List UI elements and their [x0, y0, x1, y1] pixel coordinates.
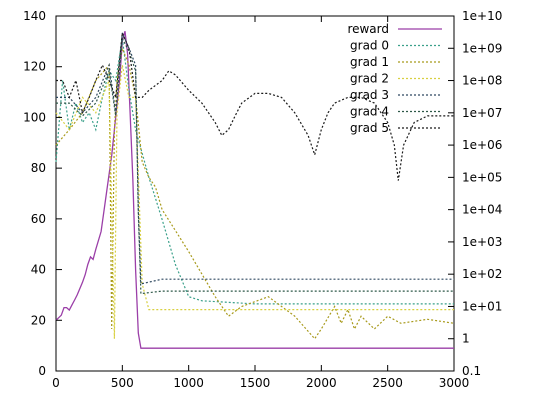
right-y-tick-label: 1e+04 — [462, 203, 502, 217]
x-tick-label: 2000 — [306, 376, 337, 390]
right-y-tick-label: 1e+06 — [462, 138, 502, 152]
right-y-tick-label: 1e+05 — [462, 170, 502, 184]
series-line-grad-5 — [56, 30, 454, 181]
legend-label-grad-2: grad 2 — [350, 72, 389, 86]
x-tick-label: 1500 — [240, 376, 271, 390]
series-line-grad-1 — [55, 46, 455, 340]
x-axis-ticks: 0 500 1000 1500 2000 2500 3000 — [52, 16, 469, 390]
left-y-tick-label: 80 — [31, 161, 46, 175]
series-line-grad-2 — [55, 64, 454, 339]
right-y-tick-label: 1e+09 — [462, 41, 502, 55]
x-tick-label: 2500 — [372, 376, 403, 390]
x-tick-label: 0 — [52, 376, 60, 390]
left-y-tick-label: 40 — [31, 263, 46, 277]
left-y-tick-label: 100 — [23, 110, 46, 124]
legend-label-grad-1: grad 1 — [350, 55, 389, 69]
legend-label-reward: reward — [347, 22, 389, 36]
series-line-grad-3 — [56, 32, 454, 285]
x-tick-label: 3000 — [439, 376, 470, 390]
right-y-tick-label: 0.1 — [462, 364, 481, 378]
series-line-reward — [55, 31, 454, 349]
legend: reward grad 0 grad 1 grad 2 grad 3 grad 4 grad… — [347, 22, 442, 135]
right-y-tick-label: 1e+02 — [462, 267, 502, 281]
left-y-tick-label: 140 — [23, 9, 46, 23]
left-y-axis-ticks: 0 20 40 60 80 100 120 140 — [23, 9, 62, 378]
right-y-tick-label: 1 — [462, 332, 470, 346]
right-y-axis-ticks: 0.1 1 1e+01 1e+02 1e+03 1e+04 1e+05 1e+06 1e+07 1… — [448, 9, 502, 378]
legend-label-grad-0: grad 0 — [350, 39, 389, 53]
left-y-tick-label: 0 — [38, 364, 46, 378]
legend-label-grad-3: grad 3 — [350, 88, 389, 102]
left-y-tick-label: 60 — [31, 212, 46, 226]
series-lines — [55, 30, 455, 349]
plot-frame — [55, 15, 455, 372]
plot-border — [55, 15, 455, 372]
right-y-tick-label: 1e+10 — [462, 9, 502, 23]
right-y-tick-label: 1e+03 — [462, 235, 502, 249]
left-y-tick-label: 20 — [31, 313, 46, 327]
legend-label-grad-5: grad 5 — [350, 121, 389, 135]
x-tick-label: 500 — [111, 376, 134, 390]
legend-label-grad-4: grad 4 — [350, 105, 389, 119]
series-line-grad-0 — [55, 38, 454, 305]
right-y-tick-label: 1e+01 — [462, 299, 502, 313]
right-y-tick-label: 1e+08 — [462, 74, 502, 88]
left-y-tick-label: 120 — [23, 60, 46, 74]
right-y-tick-label: 1e+07 — [462, 106, 502, 120]
x-tick-label: 1000 — [173, 376, 204, 390]
